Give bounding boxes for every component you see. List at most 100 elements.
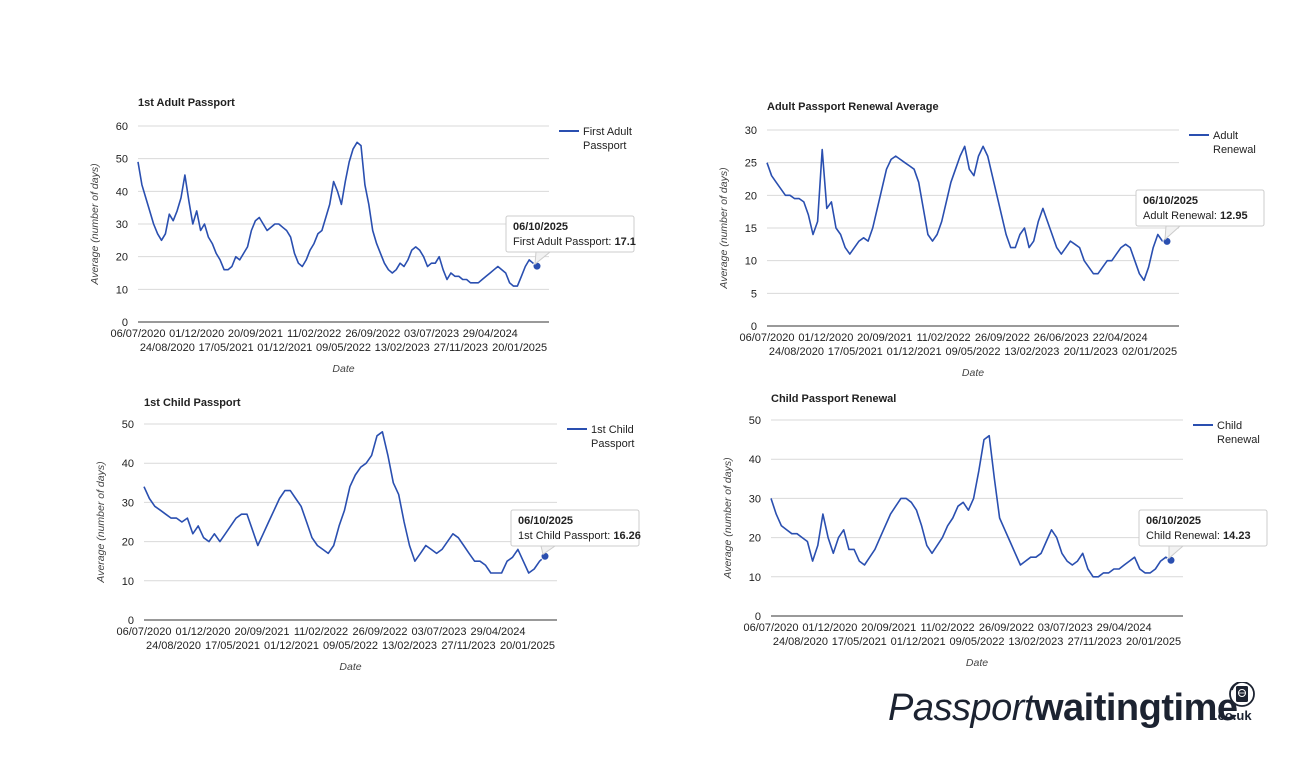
tooltip-value: 12.95	[1220, 210, 1248, 222]
chart-title: Child Passport Renewal	[771, 393, 896, 405]
x-tick-label: 20/01/2025	[500, 640, 555, 652]
tooltip-label: First Adult Passport:	[513, 236, 614, 248]
y-tick-label: 0	[755, 611, 761, 623]
data-point-marker	[532, 261, 542, 271]
y-tick-label: 0	[128, 615, 134, 627]
x-tick-label: 01/12/2021	[264, 640, 319, 652]
x-tick-label: 27/11/2023	[434, 342, 488, 354]
y-tick-label: 50	[116, 154, 128, 166]
legend-label: Passport	[583, 140, 626, 152]
tooltip-date: 06/10/2025	[513, 221, 568, 233]
x-tick-label: 17/05/2021	[199, 342, 254, 354]
x-tick-label: 02/01/2025	[1122, 346, 1177, 358]
y-tick-label: 60	[116, 121, 128, 133]
chart-title: 1st Child Passport	[144, 397, 241, 409]
logo-text-domain: .co.uk	[1214, 708, 1252, 723]
x-tick-label: 03/07/2023	[411, 626, 466, 638]
tooltip-box	[1138, 509, 1268, 547]
x-tick-label: 06/07/2020	[116, 626, 171, 638]
legend-label: Child	[1217, 420, 1242, 432]
x-tick-label: 01/12/2021	[887, 346, 942, 358]
x-tick-label: 24/08/2020	[140, 342, 195, 354]
tooltip-value: 14.23	[1223, 530, 1251, 542]
legend-label: Renewal	[1217, 434, 1260, 446]
y-tick-label: 20	[116, 252, 128, 264]
x-tick-label: 26/09/2022	[352, 626, 407, 638]
logo-text-waitingtime: waitingtime	[1033, 687, 1238, 729]
x-tick-label: 20/09/2021	[857, 332, 912, 344]
legend-label: Renewal	[1213, 144, 1256, 156]
x-tick-label: 20/01/2025	[1126, 636, 1181, 648]
site-logo: Passportwaitingtime .co.uk	[888, 682, 1255, 729]
x-tick-label: 22/04/2024	[1093, 332, 1148, 344]
tooltip-pointer	[534, 251, 552, 266]
tooltip-box	[510, 509, 640, 547]
x-tick-label: 01/12/2020	[802, 622, 857, 634]
tooltip-text: First Adult Passport: 17.1	[513, 236, 636, 248]
tooltip-pointer	[1168, 545, 1185, 560]
x-tick-label: 03/07/2023	[404, 328, 459, 340]
x-tick-label: 01/12/2021	[891, 636, 946, 648]
legend-label: Adult	[1213, 130, 1238, 142]
x-tick-label: 17/05/2021	[828, 346, 883, 358]
x-tick-label: 27/11/2023	[441, 640, 495, 652]
tooltip-box	[1135, 189, 1265, 227]
chart-svg: 1st Child Passport 0 10 20 30 40 50 06/07/2020 0…	[95, 397, 641, 673]
y-axis-label: Average (number of days)	[718, 167, 730, 289]
x-tick-label: 01/12/2020	[175, 626, 230, 638]
y-tick-label: 30	[749, 493, 761, 505]
tooltip-value: 17.1	[614, 236, 635, 248]
chart-svg: Child Passport Renewal 0 10 20 30 40 50 06/07/2…	[722, 393, 1268, 669]
svg-text:Passportwaitingtime: Passportwaitingtime	[888, 687, 1238, 729]
y-tick-label: 0	[122, 317, 128, 329]
tooltip-label: Child Renewal:	[1146, 530, 1223, 542]
x-tick-label: 17/05/2021	[205, 640, 260, 652]
x-tick-label: 24/08/2020	[769, 346, 824, 358]
tooltip-date: 06/10/2025	[518, 515, 573, 527]
y-tick-label: 0	[751, 321, 757, 333]
y-tick-label: 10	[745, 256, 757, 268]
x-tick-label: 27/11/2023	[1068, 636, 1122, 648]
passport-globe-icon	[1229, 682, 1255, 707]
y-tick-label: 30	[745, 125, 757, 137]
y-tick-label: 20	[749, 533, 761, 545]
x-tick-label: 13/02/2023	[1004, 346, 1059, 358]
y-tick-label: 10	[122, 576, 134, 588]
tooltip-date: 06/10/2025	[1143, 195, 1198, 207]
x-tick-label: 11/02/2022	[916, 332, 970, 344]
data-point-marker	[1166, 555, 1176, 565]
x-tick-label: 09/05/2022	[949, 636, 1004, 648]
y-tick-label: 40	[116, 186, 128, 198]
x-tick-label: 06/07/2020	[743, 622, 798, 634]
x-tick-label: 01/12/2021	[257, 342, 312, 354]
x-tick-label: 24/08/2020	[146, 640, 201, 652]
x-tick-label: 11/02/2022	[920, 622, 974, 634]
y-tick-label: 50	[749, 415, 761, 427]
x-tick-label: 09/05/2022	[945, 346, 1000, 358]
tooltip-value: 16.26	[613, 530, 641, 542]
x-tick-label: 09/05/2022	[316, 342, 371, 354]
x-tick-label: 06/07/2020	[739, 332, 794, 344]
x-tick-label: 26/09/2022	[345, 328, 400, 340]
series-line	[137, 141, 538, 287]
x-tick-label: 13/02/2023	[375, 342, 430, 354]
y-tick-label: 20	[745, 190, 757, 202]
y-tick-label: 50	[122, 419, 134, 431]
chart-child-renewal: Child Passport Renewal 0 10 20 30 40 50 06/07/2…	[696, 382, 1286, 682]
x-tick-label: 20/01/2025	[492, 342, 547, 354]
chart-svg: 1st Adult Passport 0 10 20 30 40 50 60 06/07/202…	[89, 97, 636, 375]
y-axis-label: Average (number of days)	[89, 163, 101, 285]
legend-label: Passport	[591, 438, 634, 450]
x-tick-label: 26/09/2022	[979, 622, 1034, 634]
x-axis-label: Date	[332, 363, 354, 375]
x-tick-label: 20/09/2021	[228, 328, 283, 340]
y-axis-label: Average (number of days)	[722, 457, 734, 579]
series-line	[770, 434, 1172, 578]
x-tick-label: 01/12/2020	[169, 328, 224, 340]
tooltip-text: Adult Renewal: 12.95	[1143, 210, 1248, 222]
x-tick-label: 20/09/2021	[234, 626, 289, 638]
x-tick-label: 26/09/2022	[975, 332, 1030, 344]
tooltip-label: 1st Child Passport:	[518, 530, 613, 542]
chart-svg: Adult Passport Renewal Average 0 5 10 15 20 25…	[718, 101, 1265, 379]
legend-label: First Adult	[583, 126, 632, 138]
